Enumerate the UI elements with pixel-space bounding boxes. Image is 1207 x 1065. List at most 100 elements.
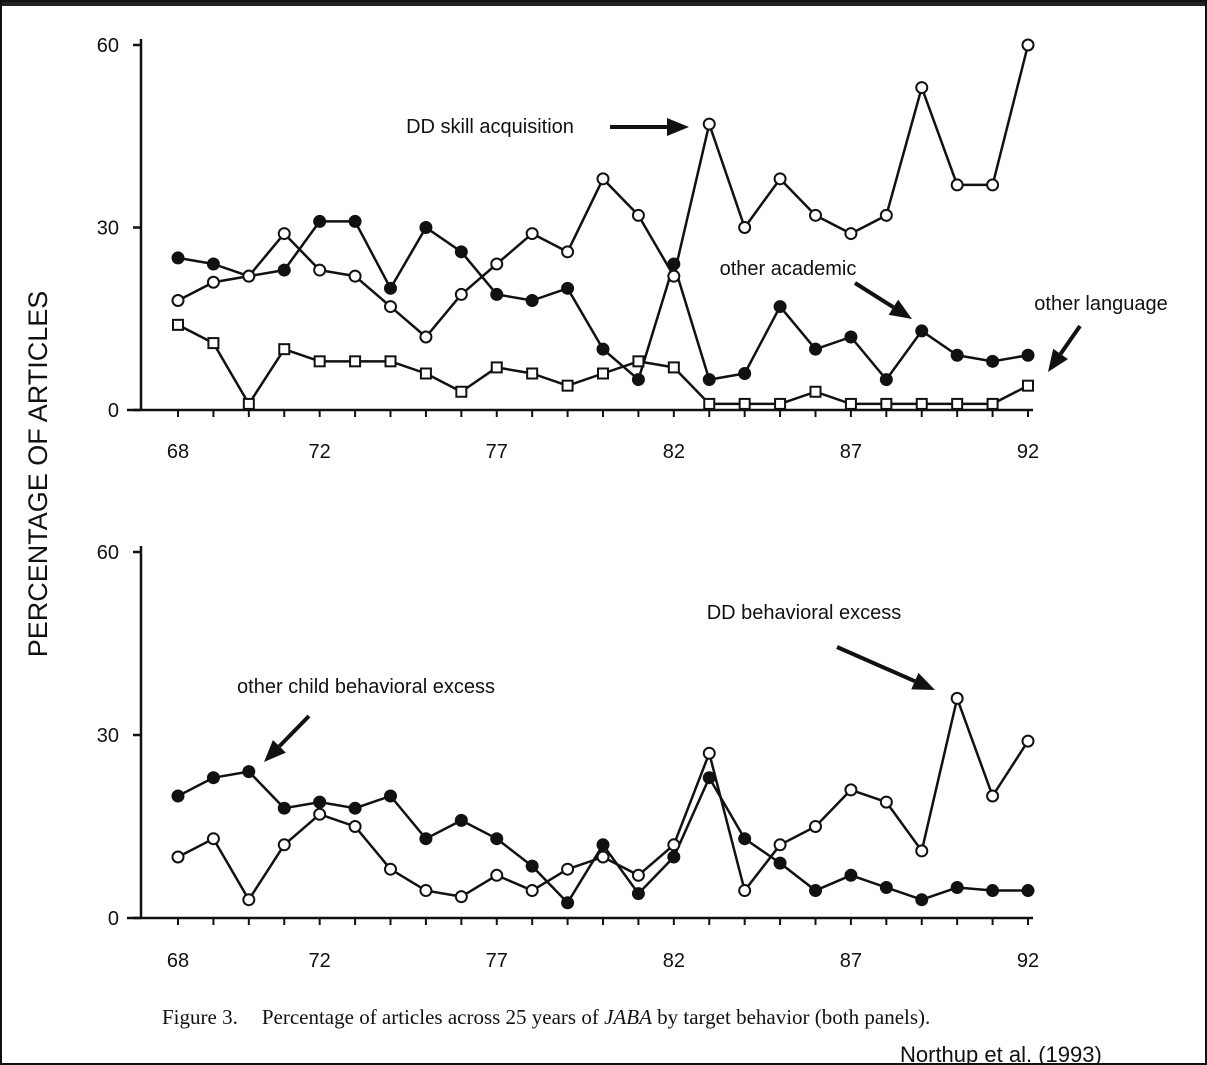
data-point-open bbox=[667, 269, 681, 283]
data-point-open bbox=[277, 838, 291, 852]
data-point-square bbox=[419, 367, 432, 380]
data-point-square bbox=[738, 397, 751, 410]
data-point-filled bbox=[1021, 884, 1035, 898]
data-point-open bbox=[348, 820, 362, 833]
x-tick-label: 72 bbox=[309, 441, 331, 463]
data-point-open bbox=[986, 789, 1000, 803]
y-tick-label: 60 bbox=[97, 35, 119, 57]
data-point-filled bbox=[631, 887, 645, 901]
bottom-panel: 0 30 60 68 72 77 82 87 92 DD behavioral excess oth… bbox=[97, 542, 1039, 972]
data-point-open bbox=[313, 263, 327, 277]
x-tick-label: 68 bbox=[167, 950, 189, 972]
data-point-filled bbox=[702, 771, 716, 785]
data-point-open bbox=[490, 257, 504, 271]
data-point-filled bbox=[490, 832, 504, 846]
data-point-filled bbox=[773, 856, 787, 870]
data-point-square bbox=[986, 397, 999, 410]
x-tick-label: 72 bbox=[309, 950, 331, 972]
x-tick-label: 68 bbox=[167, 441, 189, 463]
data-point-square bbox=[242, 397, 255, 410]
series-line-2 bbox=[177, 44, 1030, 339]
data-point-filled bbox=[596, 342, 610, 356]
data-point-open bbox=[242, 893, 256, 907]
data-point-open bbox=[879, 208, 893, 222]
data-point-open bbox=[773, 172, 787, 186]
data-point-square bbox=[880, 397, 893, 410]
data-point-square bbox=[597, 367, 609, 380]
chart-svg: 0 30 60 68 72 77 82 87 92 DD skill acquisition oth… bbox=[23, 35, 1168, 972]
data-point-filled bbox=[384, 281, 397, 295]
annotation-label: other academic bbox=[720, 258, 857, 280]
data-point-filled bbox=[773, 300, 787, 314]
annotation-arrow-head bbox=[1048, 348, 1068, 372]
data-point-open bbox=[738, 884, 752, 898]
x-tick-label: 92 bbox=[1017, 950, 1039, 972]
annotation-arrow-head bbox=[264, 739, 286, 762]
data-point-open bbox=[206, 275, 220, 289]
data-point-square bbox=[278, 343, 291, 356]
data-point-open bbox=[1021, 38, 1035, 52]
data-point-filled bbox=[667, 850, 681, 864]
data-point-filled bbox=[879, 881, 893, 894]
data-point-filled bbox=[525, 294, 539, 307]
data-point-open bbox=[702, 117, 716, 131]
data-point-open bbox=[986, 178, 1000, 192]
data-point-open bbox=[915, 844, 929, 858]
data-point-filled bbox=[171, 251, 185, 265]
data-point-filled bbox=[631, 373, 645, 387]
top-panel: 0 30 60 68 72 77 82 87 92 DD skill acquisition oth… bbox=[97, 35, 1168, 463]
annotation-label: other language bbox=[1034, 293, 1167, 315]
data-point-open bbox=[667, 838, 681, 852]
y-axis-label: PERCENTAGE OF ARTICLES bbox=[23, 291, 53, 658]
data-point-filled bbox=[384, 789, 397, 803]
data-point-open bbox=[277, 227, 291, 241]
data-point-square bbox=[561, 379, 574, 392]
data-point-open bbox=[596, 850, 610, 864]
data-point-filled bbox=[844, 868, 858, 882]
data-point-open bbox=[384, 300, 397, 314]
data-point-square bbox=[1022, 379, 1034, 392]
frame-top-rule bbox=[2, 2, 1205, 6]
data-point-filled bbox=[738, 367, 752, 380]
data-point-filled bbox=[242, 765, 256, 779]
data-point-open bbox=[419, 884, 433, 898]
data-point-square bbox=[703, 397, 716, 410]
data-point-filled bbox=[738, 832, 752, 846]
data-point-filled bbox=[277, 801, 291, 815]
data-point-filled bbox=[596, 838, 610, 852]
annotation-arrow-head bbox=[911, 672, 935, 690]
data-point-open bbox=[596, 172, 610, 186]
data-point-filled bbox=[950, 881, 964, 894]
data-point-open bbox=[419, 330, 433, 344]
x-tick-label: 82 bbox=[663, 441, 685, 463]
data-point-open bbox=[313, 807, 327, 821]
data-point-open bbox=[950, 691, 964, 705]
data-point-filled bbox=[454, 245, 468, 259]
y-tick-label: 30 bbox=[97, 725, 119, 747]
data-point-open bbox=[844, 227, 858, 241]
data-point-filled bbox=[419, 221, 433, 234]
data-point-square bbox=[526, 367, 539, 380]
data-point-square bbox=[632, 355, 645, 368]
series-line-1 bbox=[177, 770, 1028, 904]
citation: Northup et al. (1993) bbox=[900, 1042, 1102, 1065]
caption-text-before: Percentage of articles across 25 years o… bbox=[261, 1005, 605, 1029]
x-tick-label: 92 bbox=[1017, 441, 1039, 463]
data-point-open bbox=[171, 850, 185, 864]
figure-caption: Figure 3. Percentage of articles across 2… bbox=[162, 1005, 930, 1030]
annotation-arrow-shaft bbox=[277, 714, 311, 748]
annotation-arrow-shaft bbox=[836, 645, 916, 683]
caption-journal-name: JABA bbox=[604, 1005, 652, 1029]
data-point-filled bbox=[490, 287, 504, 301]
data-point-open bbox=[844, 783, 858, 797]
annotation-arrow-head bbox=[888, 299, 912, 319]
data-point-square bbox=[809, 385, 822, 398]
data-point-square bbox=[915, 397, 928, 410]
data-point-filled bbox=[348, 801, 362, 815]
data-point-open bbox=[206, 832, 220, 846]
series-line-3 bbox=[177, 323, 1029, 406]
data-point-filled bbox=[915, 324, 929, 338]
data-point-open bbox=[631, 868, 645, 882]
annotation-arrow-shaft bbox=[1058, 324, 1082, 356]
data-point-filled bbox=[915, 893, 929, 907]
